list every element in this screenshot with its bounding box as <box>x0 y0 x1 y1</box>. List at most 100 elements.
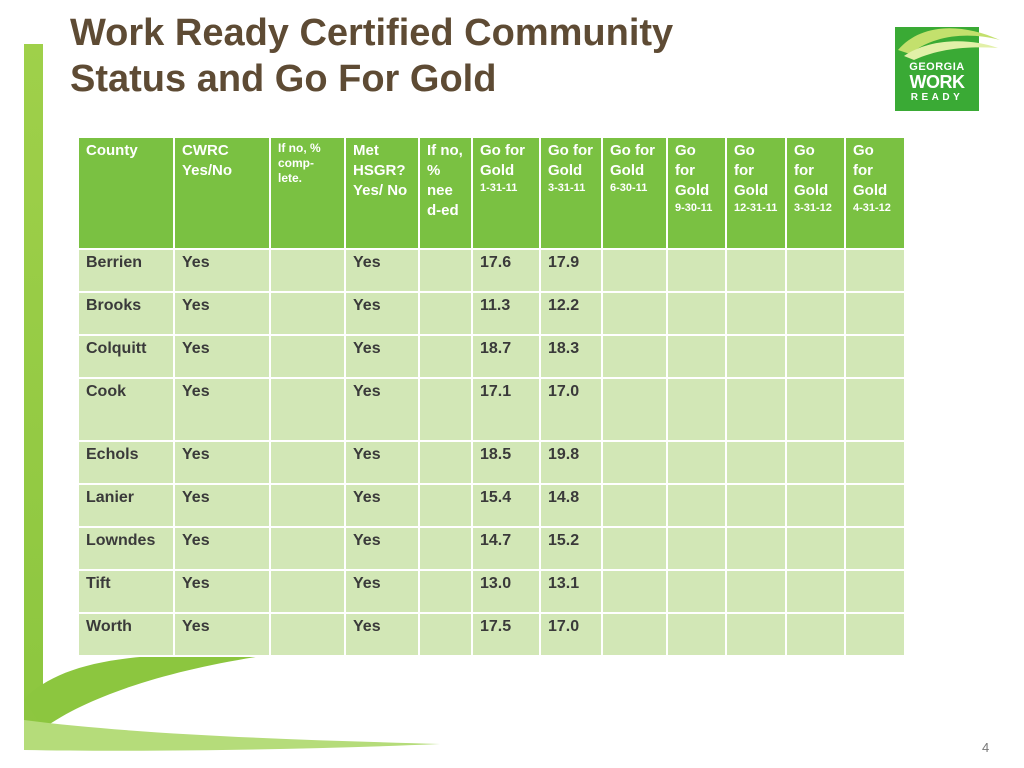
cell-pct-needed <box>418 248 473 293</box>
cell-gfg-3 <box>601 526 668 571</box>
cell-gfg-1: 18.7 <box>471 334 541 379</box>
cell-gfg-6 <box>785 440 846 485</box>
cell-gfg-4 <box>666 440 727 485</box>
cell-pct-complete <box>269 526 346 571</box>
logo-leaf-icon <box>898 28 1000 60</box>
table-row: Lowndes Yes Yes 14.7 15.2 <box>77 526 906 571</box>
col-header-pct-needed: If no, % nee d-ed <box>418 136 473 250</box>
cell-pct-needed <box>418 377 473 442</box>
cell-gfg-2: 13.1 <box>539 569 603 614</box>
col-header-gfg-6: Go for Gold 3-31-12 <box>785 136 846 250</box>
cell-met-hsgr: Yes <box>344 440 420 485</box>
cell-gfg-7 <box>844 334 906 379</box>
col-header-gfg-1: Go for Gold 1-31-11 <box>471 136 541 250</box>
cell-gfg-4 <box>666 569 727 614</box>
col-header-gfg-5: Go for Gold 12-31-11 <box>725 136 787 250</box>
cell-gfg-1: 17.1 <box>471 377 541 442</box>
page-number: 4 <box>982 740 990 755</box>
cell-cwrc: Yes <box>173 248 271 293</box>
cell-met-hsgr: Yes <box>344 612 420 657</box>
cell-pct-needed <box>418 612 473 657</box>
logo-line-work: WORK <box>909 72 966 92</box>
cell-gfg-1: 13.0 <box>471 569 541 614</box>
cell-gfg-1: 11.3 <box>471 291 541 336</box>
cell-met-hsgr: Yes <box>344 248 420 293</box>
col-header-gfg-2: Go for Gold 3-31-11 <box>539 136 603 250</box>
cell-gfg-4 <box>666 334 727 379</box>
cell-gfg-3 <box>601 248 668 293</box>
cell-gfg-7 <box>844 569 906 614</box>
logo-line-ready: READY <box>910 92 964 103</box>
cell-met-hsgr: Yes <box>344 526 420 571</box>
cell-gfg-6 <box>785 377 846 442</box>
cell-pct-complete <box>269 334 346 379</box>
cell-met-hsgr: Yes <box>344 334 420 379</box>
cell-gfg-2: 17.0 <box>539 612 603 657</box>
table-row: Brooks Yes Yes 11.3 12.2 <box>77 291 906 336</box>
logo-line-georgia: GEORGIA <box>909 61 965 73</box>
cell-gfg-6 <box>785 334 846 379</box>
cell-gfg-2: 17.9 <box>539 248 603 293</box>
col-header-pct-complete: If no, % comp-lete. <box>269 136 346 250</box>
cell-gfg-3 <box>601 612 668 657</box>
cell-met-hsgr: Yes <box>344 377 420 442</box>
cell-gfg-3 <box>601 569 668 614</box>
cell-met-hsgr: Yes <box>344 483 420 528</box>
cell-cwrc: Yes <box>173 377 271 442</box>
cell-county: Tift <box>77 569 175 614</box>
cell-gfg-6 <box>785 569 846 614</box>
cell-gfg-3 <box>601 377 668 442</box>
cell-pct-needed <box>418 291 473 336</box>
cell-gfg-6 <box>785 483 846 528</box>
table-row: Echols Yes Yes 18.5 19.8 <box>77 440 906 485</box>
cell-county: Brooks <box>77 291 175 336</box>
cell-gfg-5 <box>725 483 787 528</box>
cell-pct-needed <box>418 483 473 528</box>
cell-county: Echols <box>77 440 175 485</box>
cell-cwrc: Yes <box>173 526 271 571</box>
cell-gfg-5 <box>725 440 787 485</box>
page-title: Work Ready Certified Community Status an… <box>70 12 674 100</box>
cell-gfg-1: 15.4 <box>471 483 541 528</box>
cell-met-hsgr: Yes <box>344 569 420 614</box>
cell-gfg-7 <box>844 612 906 657</box>
cell-gfg-5 <box>725 334 787 379</box>
cell-pct-complete <box>269 483 346 528</box>
cell-gfg-6 <box>785 248 846 293</box>
cell-gfg-1: 18.5 <box>471 440 541 485</box>
cell-gfg-2: 15.2 <box>539 526 603 571</box>
col-header-gfg-4: Go for Gold 9-30-11 <box>666 136 727 250</box>
cell-gfg-2: 18.3 <box>539 334 603 379</box>
cell-county: Worth <box>77 612 175 657</box>
table-row: Cook Yes Yes 17.1 17.0 <box>77 377 906 442</box>
cell-pct-complete <box>269 248 346 293</box>
cell-gfg-7 <box>844 291 906 336</box>
cell-county: Colquitt <box>77 334 175 379</box>
cell-county: Lowndes <box>77 526 175 571</box>
cell-gfg-5 <box>725 377 787 442</box>
cell-gfg-5 <box>725 291 787 336</box>
cell-gfg-4 <box>666 483 727 528</box>
cell-gfg-7 <box>844 248 906 293</box>
cell-pct-needed <box>418 569 473 614</box>
cell-gfg-7 <box>844 377 906 442</box>
cell-pct-complete <box>269 440 346 485</box>
cell-gfg-7 <box>844 440 906 485</box>
left-accent-bar <box>24 44 43 746</box>
table-row: Berrien Yes Yes 17.6 17.9 <box>77 248 906 293</box>
cell-cwrc: Yes <box>173 612 271 657</box>
cell-gfg-5 <box>725 248 787 293</box>
cell-gfg-3 <box>601 440 668 485</box>
table-row: Lanier Yes Yes 15.4 14.8 <box>77 483 906 528</box>
table-header-row: County CWRC Yes/No If no, % comp-lete. M… <box>77 136 906 250</box>
cell-gfg-4 <box>666 612 727 657</box>
col-header-cwrc: CWRC Yes/No <box>173 136 271 250</box>
cell-pct-complete <box>269 612 346 657</box>
cell-pct-complete <box>269 377 346 442</box>
cell-cwrc: Yes <box>173 291 271 336</box>
cell-gfg-6 <box>785 291 846 336</box>
cell-pct-complete <box>269 291 346 336</box>
col-header-county: County <box>77 136 175 250</box>
cell-pct-complete <box>269 569 346 614</box>
cell-gfg-4 <box>666 377 727 442</box>
